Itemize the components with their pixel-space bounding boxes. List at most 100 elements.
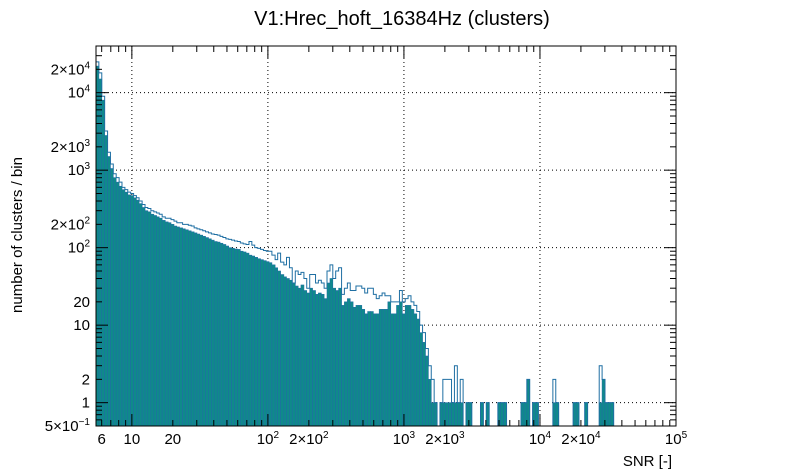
- histogram-bar: [344, 301, 348, 427]
- tick-label: 2×104: [51, 60, 91, 78]
- histogram-bar: [373, 313, 377, 427]
- histogram-bar: [263, 260, 267, 427]
- tick-label: 20: [73, 294, 90, 311]
- histogram-bar: [607, 402, 612, 427]
- histogram-bar: [303, 290, 308, 427]
- histogram-bar: [158, 217, 163, 427]
- histogram-bar: [457, 402, 461, 427]
- histogram-bar: [297, 287, 302, 427]
- histogram-bar: [237, 249, 241, 427]
- histogram-bar: [144, 210, 149, 427]
- histogram-bar: [184, 229, 189, 427]
- histogram-bar: [387, 301, 392, 427]
- histogram-bar: [378, 309, 383, 427]
- histogram-series: [95, 61, 634, 427]
- histogram-bar: [118, 185, 123, 427]
- histogram-bar: [367, 311, 371, 427]
- histogram-bar: [205, 237, 209, 427]
- histogram-bar: [384, 309, 389, 427]
- histogram-bar: [130, 195, 134, 427]
- histogram-bar: [101, 99, 105, 427]
- histogram-bar: [428, 379, 432, 427]
- histogram-bar: [225, 245, 229, 427]
- histogram-bar: [251, 255, 256, 427]
- histogram-bar: [410, 309, 415, 427]
- chart-title: V1:Hrec_hoft_16384Hz (clusters): [254, 8, 550, 30]
- histogram-bar: [283, 276, 287, 427]
- histogram-bar: [115, 181, 120, 427]
- histogram-bar: [242, 251, 247, 427]
- histogram-bar: [121, 189, 126, 427]
- histogram-bar: [338, 287, 342, 427]
- histogram-bar: [306, 292, 311, 427]
- tick-label: 102: [68, 239, 91, 257]
- histogram-bar: [280, 274, 285, 427]
- histogram-bar: [364, 313, 368, 427]
- tick-label: 105: [665, 430, 688, 448]
- histogram-bar: [500, 402, 504, 427]
- histogram-bar: [419, 332, 423, 427]
- histogram-bar: [188, 230, 192, 427]
- y-axis-label: number of clusters / bin: [9, 157, 26, 313]
- tick-label: 10: [73, 317, 90, 334]
- plot-frame: [95, 45, 677, 427]
- histogram-bar: [329, 278, 334, 427]
- histogram-bar: [332, 287, 336, 427]
- histogram-bar: [454, 402, 458, 427]
- histogram-bar: [393, 313, 397, 427]
- histogram-bar: [309, 287, 313, 427]
- histogram-bar: [164, 221, 169, 427]
- x-tick-labels: 6 10 20 102 2×102 103 2×103 104 2×104 105: [98, 430, 688, 448]
- tick-label: 102: [257, 430, 280, 448]
- tick-label: 103: [68, 161, 91, 179]
- tick-label: 1: [82, 395, 90, 412]
- tick-label: 104: [68, 84, 91, 102]
- histogram-bar: [404, 305, 409, 427]
- histogram-bar: [381, 309, 386, 427]
- tick-label: 6: [98, 431, 106, 448]
- histogram-bar: [335, 290, 339, 427]
- histogram-bar: [422, 342, 426, 427]
- histogram-bar: [430, 402, 435, 427]
- histogram-bar: [323, 298, 328, 427]
- histogram-bar: [193, 232, 198, 427]
- histogram-bar: [349, 301, 354, 427]
- histogram-bar: [451, 402, 455, 427]
- histogram-bar: [370, 311, 374, 427]
- histogram-bar: [153, 215, 157, 427]
- histogram-bar: [127, 194, 131, 427]
- histogram-bar: [196, 233, 201, 427]
- histogram-bar: [104, 135, 108, 427]
- histogram-bar: [448, 402, 452, 427]
- x-axis-label: SNR [-]: [623, 453, 672, 470]
- histogram-bar: [294, 285, 299, 427]
- tick-label: 2×103: [51, 138, 91, 156]
- histogram-bar: [268, 262, 273, 427]
- histogram-bar: [396, 305, 400, 427]
- histogram-bar: [147, 211, 152, 427]
- histogram-bar: [277, 270, 281, 427]
- histogram-bar: [110, 168, 114, 427]
- tick-label: 2×103: [425, 430, 465, 448]
- histogram-bar: [318, 292, 322, 427]
- histogram-bar: [315, 294, 319, 427]
- histogram-bar: [361, 309, 366, 427]
- histogram-bar: [208, 238, 212, 427]
- y-tick-labels: 5×10−1 1 2 10 20 102 2×102 103 2×103 104 2×104: [45, 60, 91, 435]
- histogram-bar: [124, 191, 129, 427]
- histogram-bar: [604, 402, 609, 427]
- histogram-bar: [133, 197, 137, 427]
- histogram-bar: [260, 259, 264, 427]
- histogram-bar: [265, 261, 270, 427]
- histogram-bar: [176, 226, 180, 427]
- histogram-bar: [141, 207, 146, 427]
- histogram-bar: [179, 227, 183, 427]
- histogram-bar: [98, 78, 103, 427]
- histogram-bar: [326, 282, 331, 427]
- histogram-bar: [321, 294, 325, 427]
- histogram-bar: [355, 305, 360, 427]
- histogram-bar: [156, 216, 160, 427]
- histogram-bar: [161, 220, 166, 427]
- histogram-bar: [228, 247, 232, 427]
- histogram-bar: [211, 239, 215, 427]
